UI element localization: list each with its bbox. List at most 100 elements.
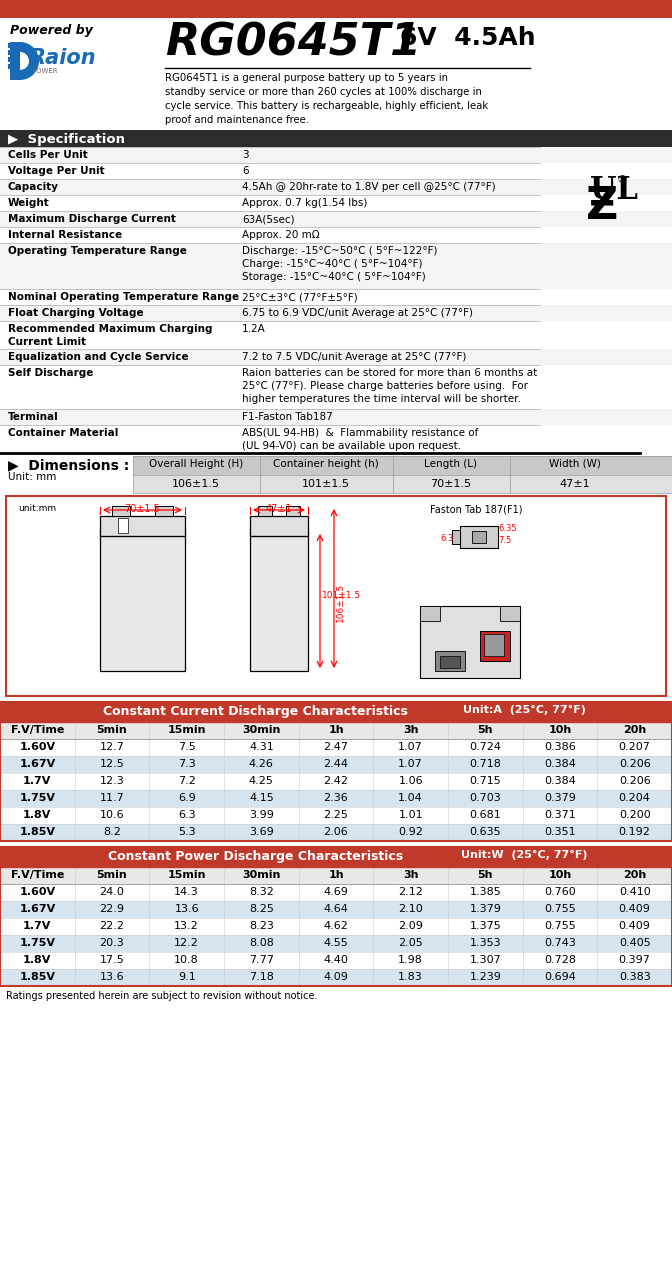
- Text: 22.2: 22.2: [99, 922, 124, 931]
- Text: 1.01: 1.01: [398, 810, 423, 820]
- Text: 14.3: 14.3: [174, 887, 199, 897]
- Text: Discharge: -15°C~50°C ( 5°F~122°F): Discharge: -15°C~50°C ( 5°F~122°F): [242, 246, 437, 256]
- Text: 0.207: 0.207: [619, 742, 650, 751]
- Bar: [6, 495, 666, 696]
- Bar: [100, 531, 185, 671]
- Bar: [0, 722, 672, 739]
- Text: 1.307: 1.307: [470, 955, 501, 965]
- Text: 8.08: 8.08: [249, 938, 274, 948]
- Text: 4.62: 4.62: [323, 922, 349, 931]
- Bar: [420, 605, 440, 621]
- Text: 15min: 15min: [167, 870, 206, 881]
- Bar: [8, 64, 11, 69]
- Text: 15min: 15min: [167, 724, 206, 735]
- Text: 10.8: 10.8: [174, 955, 199, 965]
- Text: ▶  Specification: ▶ Specification: [8, 133, 125, 146]
- Text: 1.75V: 1.75V: [19, 794, 55, 803]
- Text: Approx. 0.7 kg(1.54 lbs): Approx. 0.7 kg(1.54 lbs): [242, 198, 368, 207]
- Text: 4.15: 4.15: [249, 794, 274, 803]
- Text: Capacity: Capacity: [8, 182, 59, 192]
- Text: 4.09: 4.09: [323, 972, 349, 982]
- Text: 0.635: 0.635: [470, 827, 501, 837]
- Text: 13.2: 13.2: [174, 922, 199, 931]
- Text: 1.85V: 1.85V: [19, 972, 55, 982]
- Text: Unit:W  (25°C, 77°F): Unit:W (25°C, 77°F): [461, 850, 587, 860]
- Text: 101±1.5: 101±1.5: [302, 479, 350, 489]
- Text: 6.35: 6.35: [498, 524, 517, 532]
- Text: 1.375: 1.375: [470, 922, 501, 931]
- Text: 0.694: 0.694: [544, 972, 576, 982]
- Text: 1.8V: 1.8V: [23, 810, 52, 820]
- Text: 0.206: 0.206: [619, 759, 650, 769]
- Text: 13.6: 13.6: [174, 904, 199, 914]
- Bar: [258, 506, 272, 516]
- Text: 24.0: 24.0: [99, 887, 124, 897]
- Text: 11.7: 11.7: [99, 794, 124, 803]
- Text: Internal Resistance: Internal Resistance: [8, 230, 122, 241]
- Bar: [0, 18, 672, 175]
- Text: 106±1.5: 106±1.5: [336, 582, 345, 622]
- Text: 1.239: 1.239: [470, 972, 501, 982]
- Text: 4.25: 4.25: [249, 776, 274, 786]
- Bar: [133, 456, 672, 475]
- Text: Unit: mm: Unit: mm: [8, 472, 56, 483]
- Text: 0.351: 0.351: [544, 827, 576, 837]
- Bar: [0, 227, 672, 243]
- Text: 10h: 10h: [548, 724, 572, 735]
- Bar: [435, 652, 465, 671]
- Bar: [0, 425, 672, 453]
- Text: 12.7: 12.7: [99, 742, 124, 751]
- Text: proof and maintenance free.: proof and maintenance free.: [165, 115, 309, 125]
- Text: Container height (h): Container height (h): [273, 460, 379, 468]
- Text: 2.12: 2.12: [398, 887, 423, 897]
- Text: 0.405: 0.405: [619, 938, 650, 948]
- Text: Constant Power Discharge Characteristics: Constant Power Discharge Characteristics: [108, 850, 403, 863]
- Text: 0.397: 0.397: [619, 955, 650, 965]
- Bar: [500, 605, 520, 621]
- Text: 6.3: 6.3: [178, 810, 196, 820]
- Bar: [133, 475, 672, 493]
- Text: unit:mm: unit:mm: [18, 504, 56, 513]
- Bar: [0, 289, 672, 305]
- Text: 1.60V: 1.60V: [19, 887, 55, 897]
- Text: 1.7V: 1.7V: [23, 776, 52, 786]
- Text: 1.2A: 1.2A: [242, 324, 265, 334]
- Bar: [0, 934, 672, 952]
- Wedge shape: [20, 42, 39, 79]
- Text: Unit:A  (25°C, 77°F): Unit:A (25°C, 77°F): [463, 705, 585, 716]
- Text: cycle service. This battery is rechargeable, highly efficient, leak: cycle service. This battery is rechargea…: [165, 101, 489, 111]
- Text: POWER: POWER: [32, 68, 58, 74]
- Text: 3h: 3h: [403, 870, 419, 881]
- Text: 3.99: 3.99: [249, 810, 274, 820]
- Text: 106±1.5: 106±1.5: [172, 479, 220, 489]
- Text: 1.8V: 1.8V: [23, 955, 52, 965]
- Text: Recommended Maximum Charging: Recommended Maximum Charging: [8, 324, 212, 334]
- Text: 0.383: 0.383: [619, 972, 650, 982]
- Text: 47±1: 47±1: [265, 504, 292, 515]
- Bar: [0, 952, 672, 969]
- Text: 2.06: 2.06: [324, 827, 348, 837]
- Text: 1.67V: 1.67V: [19, 904, 56, 914]
- Bar: [0, 163, 672, 179]
- Text: 1.07: 1.07: [398, 742, 423, 751]
- Bar: [0, 824, 672, 841]
- Text: 30min: 30min: [242, 870, 280, 881]
- Bar: [0, 773, 672, 790]
- Text: 0.724: 0.724: [469, 742, 501, 751]
- Text: 8.23: 8.23: [249, 922, 274, 931]
- Text: 5.3: 5.3: [178, 827, 196, 837]
- Text: Self Discharge: Self Discharge: [8, 369, 93, 378]
- Text: 13.6: 13.6: [99, 972, 124, 982]
- Text: 7.2 to 7.5 VDC/unit Average at 25°C (77°F): 7.2 to 7.5 VDC/unit Average at 25°C (77°…: [242, 352, 466, 362]
- Text: 1.85V: 1.85V: [19, 827, 55, 837]
- Text: Weight: Weight: [8, 198, 50, 207]
- Text: 0.728: 0.728: [544, 955, 576, 965]
- Text: 1.83: 1.83: [398, 972, 423, 982]
- Text: 1.379: 1.379: [470, 904, 501, 914]
- Text: 12.2: 12.2: [174, 938, 199, 948]
- Text: 0.379: 0.379: [544, 794, 576, 803]
- Text: Equalization and Cycle Service: Equalization and Cycle Service: [8, 352, 189, 362]
- Bar: [286, 506, 300, 516]
- Text: ®: ®: [616, 175, 627, 186]
- Text: 0.755: 0.755: [544, 904, 576, 914]
